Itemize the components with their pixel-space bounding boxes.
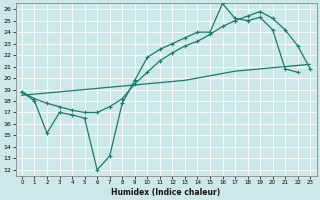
- X-axis label: Humidex (Indice chaleur): Humidex (Indice chaleur): [111, 188, 221, 197]
